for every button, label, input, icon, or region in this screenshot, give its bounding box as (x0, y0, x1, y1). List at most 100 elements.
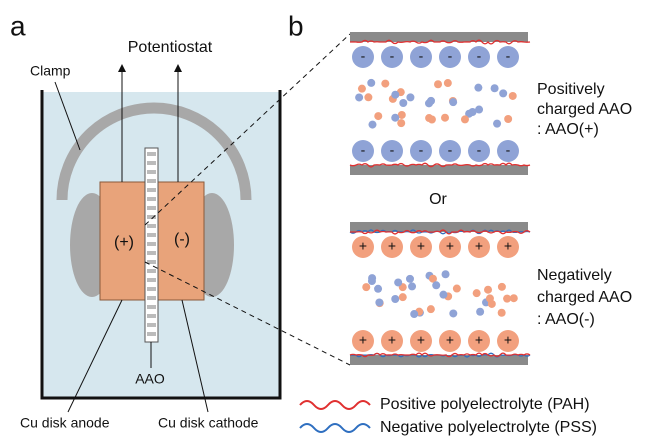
aao-membrane (144, 147, 159, 343)
ion-sign: + (417, 238, 425, 254)
small-ion (441, 270, 450, 279)
ion-sign: + (504, 332, 512, 348)
leader (54, 81, 81, 151)
leader (181, 299, 209, 413)
small-ion (398, 293, 407, 302)
small-ion (428, 274, 437, 283)
case-text: charged AAO (537, 289, 632, 306)
case-text: Positively (537, 81, 605, 98)
ion (381, 46, 403, 68)
small-ion (504, 114, 513, 123)
small-ion (374, 284, 383, 293)
ion (497, 140, 519, 162)
legend-label: Negative polyelectrolyte (PSS) (380, 419, 597, 436)
cathode-sign: (-) (174, 231, 190, 248)
pore (147, 152, 156, 156)
ion (410, 236, 432, 258)
polyelectrolyte (349, 39, 531, 45)
ion (352, 46, 374, 68)
pore (147, 188, 156, 192)
ion (352, 236, 374, 258)
ion (439, 330, 461, 352)
small-ion (426, 305, 435, 314)
small-ion (357, 84, 366, 93)
small-ion (452, 284, 461, 293)
ion-sign: + (359, 238, 367, 254)
ion-sign: + (417, 332, 425, 348)
small-ion (493, 119, 502, 128)
legend-swatch (299, 400, 371, 410)
polyelectrolyte (349, 162, 531, 168)
polyelectrolyte (349, 229, 531, 235)
ion-sign: - (361, 142, 366, 158)
ion (497, 236, 519, 258)
small-ion (367, 78, 376, 87)
ion (410, 140, 432, 162)
ion-sign: - (448, 142, 453, 158)
ion-sign: - (477, 48, 482, 64)
small-ion (394, 278, 403, 287)
cathode-label: Cu disk cathode (158, 415, 259, 431)
ion (439, 236, 461, 258)
small-ion (364, 93, 373, 102)
small-ion (397, 110, 406, 119)
ion-sign: + (446, 238, 454, 254)
ion-sign: - (390, 48, 395, 64)
ion (381, 330, 403, 352)
small-ion (460, 115, 469, 124)
zoom-line (144, 261, 351, 366)
pore-wall (350, 222, 528, 232)
pore (147, 179, 156, 183)
clamp-arc (56, 102, 252, 201)
anode-label: Cu disk anode (20, 415, 110, 431)
ion (352, 140, 374, 162)
panel-label: b (288, 10, 304, 41)
ion-sign: - (419, 48, 424, 64)
ion (439, 140, 461, 162)
small-ion (474, 83, 483, 92)
small-ion (449, 98, 458, 107)
small-ion (391, 295, 400, 304)
pore (147, 233, 156, 237)
small-ion (503, 294, 512, 303)
panel-label: a (10, 10, 26, 41)
small-ion (427, 115, 436, 124)
small-ion (449, 309, 458, 318)
or-text: Or (429, 191, 447, 208)
small-ion (432, 281, 441, 290)
small-ion (441, 113, 450, 122)
ion-sign: + (475, 332, 483, 348)
anode-sign: (+) (114, 234, 134, 251)
small-ion (497, 308, 506, 317)
pore-views: - - - - - - - - - - - - + + + + + + + + + + + + (349, 32, 531, 365)
ion-sign: - (419, 142, 424, 158)
leader (67, 299, 123, 413)
small-ion (410, 310, 419, 319)
ion-sign: + (475, 238, 483, 254)
pore (147, 161, 156, 165)
small-ion (497, 282, 506, 291)
small-ion (439, 290, 448, 299)
small-ion (405, 274, 414, 283)
small-ion (475, 105, 484, 114)
zoom-line (144, 33, 351, 226)
small-ion (408, 282, 417, 291)
pore (147, 251, 156, 255)
ion-sign: + (388, 238, 396, 254)
ion-sign: - (506, 48, 511, 64)
ion-sign: + (359, 332, 367, 348)
ion-sign: + (504, 238, 512, 254)
small-ion (484, 285, 493, 294)
pore (147, 269, 156, 273)
case-text: Negatively (537, 267, 612, 284)
pore-wall (350, 165, 528, 175)
pore (147, 260, 156, 264)
small-ion (397, 119, 406, 128)
small-ion (427, 96, 436, 105)
legend-swatch (299, 423, 371, 433)
pore (147, 323, 156, 327)
pore (147, 170, 156, 174)
small-ion (399, 98, 408, 107)
small-ion (374, 112, 383, 121)
ion-sign: - (477, 142, 482, 158)
